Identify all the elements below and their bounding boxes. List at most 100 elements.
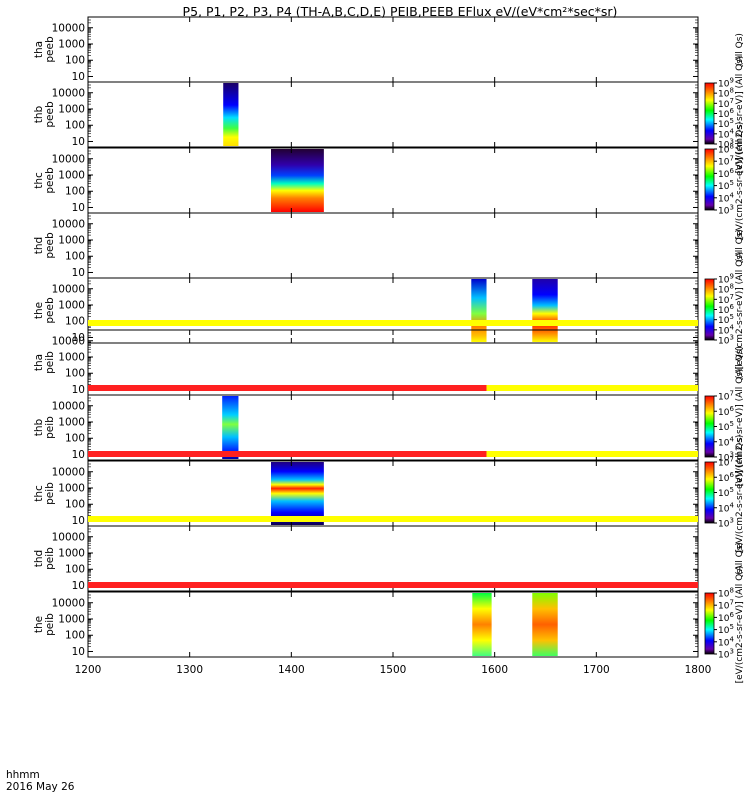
colorbar-tick-base: 10	[718, 454, 730, 464]
colorbar-tick-base: 10	[718, 337, 730, 347]
y-tick-label: 100	[65, 316, 85, 328]
y-tick-label: 10	[72, 449, 85, 461]
colorbar-tick-exp: 5	[729, 117, 733, 125]
colorbar-tick-exp: 3	[729, 138, 733, 146]
panel-thd-peeb: 10 100 1000 10000 thdpeeb (All Qs)	[33, 212, 745, 279]
y-tick-label: 1000	[58, 169, 85, 181]
colorbar-tick-base: 10	[718, 296, 730, 306]
colorbar-tick-label: 105	[718, 117, 734, 130]
colorbar	[704, 395, 715, 458]
colorbar-tick-exp: 3	[729, 517, 733, 525]
y-tick-label: 10	[72, 580, 85, 592]
colorbar-tick-exp: 3	[729, 648, 733, 656]
x-tick-label: 1500	[380, 664, 407, 676]
y-tick-label: 1000	[58, 547, 85, 559]
colorbar-unit-label: [eV/(cm2-s-sr-eV)] (All Qs)	[735, 435, 745, 553]
colorbar-unit-label: [eV/(cm2-s-sr-eV)] (All Qs)	[735, 56, 745, 174]
colorbar-tick-label: 104	[718, 635, 734, 648]
colorbar-unit-label: [eV/(cm2-s-sr-eV)] (All Qs)	[735, 369, 745, 487]
colorbar-unit-label: (All Qs)	[735, 346, 745, 379]
quality-bar-red	[88, 451, 487, 457]
colorbar-tick-label: 106	[718, 107, 734, 120]
colorbar-tick-exp: 6	[729, 107, 734, 115]
y-tick-label: 1000	[58, 416, 85, 428]
y-tick-label: 10000	[52, 87, 85, 99]
quality-bar-yellow	[88, 320, 698, 326]
colorbar-tick-label: 105	[718, 420, 734, 433]
y-tick-label: 10	[72, 202, 85, 214]
colorbar-tick-exp: 8	[729, 283, 733, 291]
colorbar-unit-label: [eV/(cm2-s-sr-eV)] (All Qs)	[735, 252, 745, 370]
colorbar-tick-exp: 8	[729, 587, 733, 595]
colorbar-tick-label: 105	[718, 179, 734, 192]
spectrogram-burst-thb-e	[223, 83, 239, 146]
panel-label: thcpeib	[33, 482, 56, 505]
spectrogram-burst-the-e1	[471, 279, 487, 342]
x-axis: 1200 1300 1400 1500 1600 1700 1800	[75, 664, 712, 676]
colorbar-unit-label: [eV/(cm2-s-sr-eV)] (All Qs)	[735, 566, 745, 684]
colorbar-tick-label: 107	[718, 599, 734, 612]
y-tick-label: 100	[65, 564, 85, 576]
y-tick-label: 1000	[58, 351, 85, 363]
y-tick-label: 10	[72, 71, 85, 83]
colorbar-tick-label: 108	[718, 143, 734, 156]
panel-tha-peib: 10 100 1000 10000 thapeib (All Qs)	[33, 320, 745, 396]
colorbar-tick-base: 10	[718, 170, 730, 180]
colorbar-tick-base: 10	[718, 408, 730, 418]
colorbar-tick-base: 10	[718, 316, 730, 326]
y-tick-label: 10	[72, 646, 85, 658]
panel-label: thepeib	[33, 613, 56, 636]
y-tick-label: 1000	[58, 38, 85, 50]
colorbar-tick-base: 10	[718, 207, 730, 217]
colorbar-tick-base: 10	[718, 141, 730, 151]
y-tick-label: 100	[65, 186, 85, 198]
colorbar-tick-exp: 7	[729, 599, 733, 607]
colorbar	[704, 278, 715, 341]
y-tick-label: 10000	[52, 218, 85, 230]
panel-the-peeb: 10100100010000thepeeb1031041051061071081…	[33, 252, 745, 370]
colorbar-tick-label: 104	[718, 127, 734, 140]
colorbar-unit-label: [eV/(cm2-s-sr-eV)] (All Qs)	[735, 122, 745, 240]
y-tick-label: 100	[65, 368, 85, 380]
panel-label-instrument: peib	[44, 416, 56, 439]
quality-bar-yellow	[88, 516, 698, 522]
spectrogram-burst-thb-i	[222, 396, 239, 459]
colorbar-tick-base: 10	[718, 182, 730, 192]
colorbar-tick-label: 107	[718, 293, 734, 306]
colorbar-tick-label: 105	[718, 486, 734, 499]
colorbar-tick-base: 10	[718, 110, 730, 120]
panel-label: thbpeib	[33, 416, 56, 439]
panel-label: thcpeeb	[33, 167, 56, 194]
colorbar-tick-base: 10	[718, 614, 730, 624]
x-tick-label: 1200	[75, 664, 102, 676]
quality-bar-red	[88, 582, 698, 588]
colorbar-tick-base: 10	[718, 80, 730, 90]
y-tick-label: 1000	[58, 482, 85, 494]
panel-label-instrument: peib	[44, 547, 56, 570]
time-axis-label: hhmm	[6, 769, 40, 781]
colorbar-tick-exp: 5	[729, 179, 733, 187]
colorbar-tick-label: 108	[718, 283, 734, 296]
colorbar-tick-exp: 9	[729, 77, 733, 85]
colorbar-tick-label: 106	[718, 303, 734, 316]
colorbar-tick-label: 104	[718, 435, 734, 448]
spectrogram-burst-the-i2	[532, 593, 558, 656]
colorbar-tick-label: 106	[718, 167, 734, 180]
colorbar-tick-base: 10	[718, 90, 730, 100]
colorbar-tick-exp: 6	[729, 167, 734, 175]
y-tick-label: 100	[65, 433, 85, 445]
panel-tha-peeb: 10 100 1000 10000 thapeeb (All Qs)	[33, 16, 745, 83]
y-tick-label: 100	[65, 630, 85, 642]
colorbar-tick-exp: 7	[729, 97, 733, 105]
colorbar-tick-exp: 9	[729, 273, 733, 281]
panel-label-probe: thd	[33, 237, 45, 254]
y-tick-label: 100	[65, 251, 85, 263]
y-tick-label: 1000	[58, 103, 85, 115]
colorbar-tick-base: 10	[718, 590, 730, 600]
colorbar-tick-label: 107	[718, 97, 734, 110]
panel-label-probe: tha	[33, 41, 45, 58]
panel-frame	[87, 147, 699, 214]
